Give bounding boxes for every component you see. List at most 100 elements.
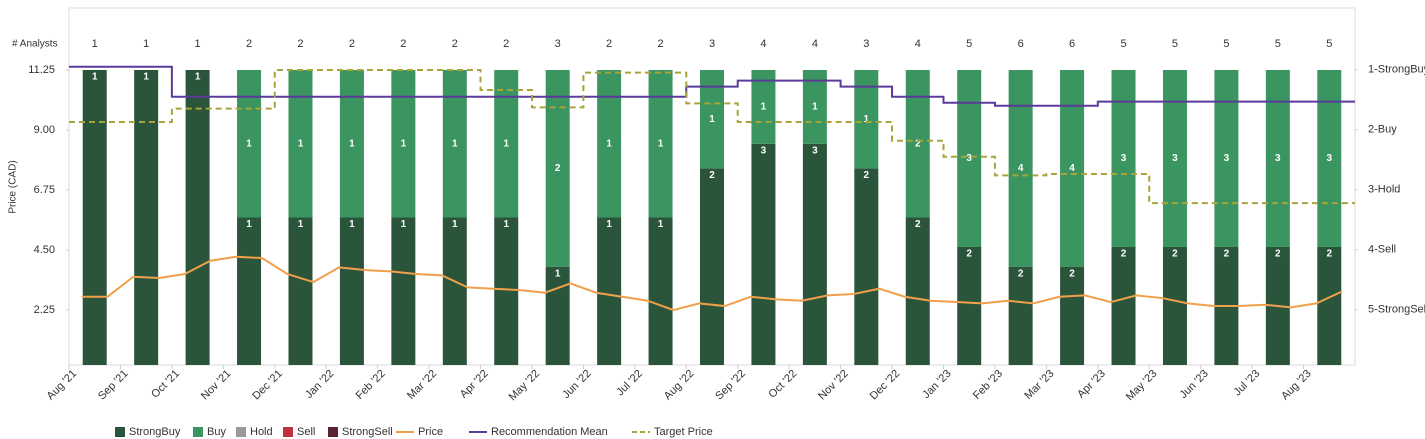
bar-label: 2 xyxy=(915,138,921,149)
bar-label: 2 xyxy=(1275,249,1281,260)
legend-label: Recommendation Mean xyxy=(491,426,608,438)
bar-label: 1 xyxy=(246,138,252,149)
bar-label: 2 xyxy=(709,170,715,181)
bar-label: 3 xyxy=(1326,153,1332,164)
x-tick-label: Feb '22 xyxy=(354,368,388,402)
bar-label: 1 xyxy=(812,102,818,113)
bar-label: 1 xyxy=(195,72,201,83)
bar-label: 1 xyxy=(143,72,149,83)
bar-segment xyxy=(545,70,570,267)
bar-label: 2 xyxy=(966,249,972,260)
bar-label: 4 xyxy=(1069,163,1075,174)
legend-swatch xyxy=(193,427,203,437)
x-tick-label: Feb '23 xyxy=(971,368,1005,402)
bar-segment xyxy=(802,70,827,144)
x-tick-label: Aug '21 xyxy=(45,368,80,403)
analyst-count: 6 xyxy=(1069,38,1075,50)
analyst-count: 3 xyxy=(863,38,869,50)
x-tick-label: Apr '23 xyxy=(1075,368,1108,401)
bar-segment xyxy=(185,70,210,365)
legend-swatch xyxy=(236,427,246,437)
legend-swatch xyxy=(283,427,293,437)
bar-segment xyxy=(237,70,262,218)
bar-label: 2 xyxy=(1172,249,1178,260)
bar-segment xyxy=(802,143,827,365)
bar-segment xyxy=(957,70,982,247)
bar-label: 2 xyxy=(864,170,870,181)
bar-label: 3 xyxy=(1275,153,1281,164)
analyst-count: 5 xyxy=(1223,38,1229,50)
bar-segment xyxy=(1008,266,1033,365)
analyst-count: 1 xyxy=(143,38,149,50)
bar-label: 2 xyxy=(1069,268,1075,279)
bar-label: 1 xyxy=(452,219,458,230)
bar-segment xyxy=(1162,70,1187,247)
analyst-count: 1 xyxy=(195,38,201,50)
bar-label: 1 xyxy=(761,102,767,113)
y2-tick-label: 2-Buy xyxy=(1368,124,1397,136)
legend-swatch xyxy=(115,427,125,437)
bar-segment xyxy=(339,70,364,218)
bar-label: 2 xyxy=(1018,268,1024,279)
analyst-count: 4 xyxy=(915,38,921,50)
bar-segment xyxy=(391,70,416,218)
bar-segment xyxy=(1162,247,1187,365)
x-tick-label: Jul '22 xyxy=(614,368,645,399)
analyst-count: 2 xyxy=(452,38,458,50)
x-tick-label: Mar '23 xyxy=(1022,368,1056,402)
bar-segment xyxy=(700,168,724,365)
x-tick-label: Jun '23 xyxy=(1178,368,1211,401)
analyst-count: 2 xyxy=(246,38,252,50)
bar-label: 1 xyxy=(606,219,612,230)
x-tick-label: Oct '21 xyxy=(149,368,182,401)
analyst-count: 2 xyxy=(503,38,509,50)
bar-label: 2 xyxy=(555,163,561,174)
bar-label: 2 xyxy=(915,219,921,230)
bar-segment xyxy=(1111,247,1136,365)
x-tick-label: Jan '22 xyxy=(303,368,336,401)
analyst-count: 4 xyxy=(760,38,766,50)
y-tick-label: 2.25 xyxy=(34,304,55,316)
bar-label: 1 xyxy=(555,268,561,279)
x-tick-label: May '22 xyxy=(507,368,542,403)
y-tick-label: 11.25 xyxy=(28,64,55,76)
bar-segment xyxy=(288,70,313,218)
bar-label: 4 xyxy=(1018,163,1024,174)
x-tick-label: Jan '23 xyxy=(920,368,953,401)
bar-segment xyxy=(494,217,519,365)
bar-segment xyxy=(82,70,107,365)
analyst-count: 2 xyxy=(297,38,303,50)
y2-tick-label: 1-StrongBuy xyxy=(1368,64,1425,76)
bar-label: 3 xyxy=(761,145,767,156)
x-tick-label: Dec '22 xyxy=(868,368,903,403)
x-tick-label: Oct '22 xyxy=(766,368,799,401)
bar-segment xyxy=(751,70,776,144)
bar-label: 2 xyxy=(1121,249,1127,260)
bar-segment xyxy=(494,70,519,218)
x-tick-label: Aug '23 xyxy=(1279,368,1314,403)
bar-label: 1 xyxy=(401,219,407,230)
legend-label: Hold xyxy=(250,426,273,438)
y2-tick-label: 5-StrongSell xyxy=(1368,304,1425,316)
analyst-count: 6 xyxy=(1018,38,1024,50)
legend-label: Buy xyxy=(207,426,226,438)
bar-label: 3 xyxy=(966,153,972,164)
analyst-count: 2 xyxy=(400,38,406,50)
analyst-count: 5 xyxy=(1275,38,1281,50)
bar-segment xyxy=(545,266,570,365)
bar-segment xyxy=(442,217,467,365)
bar-segment xyxy=(1008,70,1033,267)
bar-segment xyxy=(1060,70,1085,267)
x-tick-label: Jun '22 xyxy=(560,368,593,401)
analyst-count: 1 xyxy=(92,38,98,50)
bar-segment xyxy=(1265,70,1290,247)
bar-label: 1 xyxy=(92,72,98,83)
bar-segment xyxy=(134,70,159,365)
bar-label: 1 xyxy=(349,138,355,149)
bar-label: 1 xyxy=(658,138,664,149)
bar-label: 1 xyxy=(864,114,870,125)
y-tick-label: 6.75 xyxy=(34,184,55,196)
bar-label: 3 xyxy=(1224,153,1230,164)
analyst-count: 4 xyxy=(812,38,818,50)
bar-segment xyxy=(854,168,879,365)
